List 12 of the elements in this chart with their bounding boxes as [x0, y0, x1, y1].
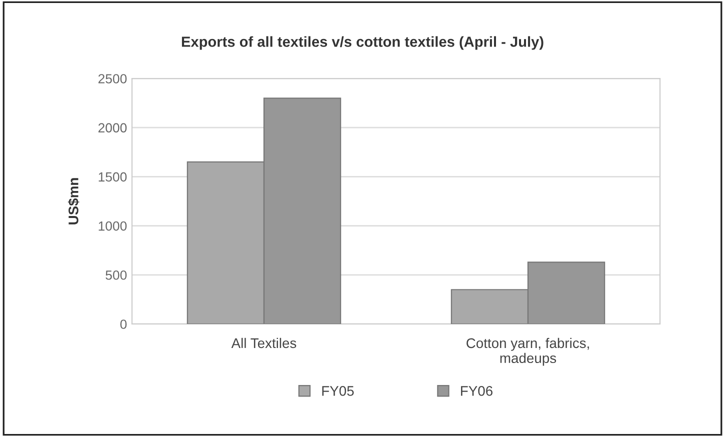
- legend-label: FY06: [461, 386, 492, 396]
- y-tick-label: 1500: [98, 172, 127, 182]
- y-tick-label: 2500: [98, 74, 127, 84]
- x-tick-label: Cotton yarn, fabrics, madeups: [466, 338, 589, 366]
- x-tick-label: All Textiles: [231, 338, 296, 348]
- y-tick-label: 500: [106, 270, 127, 280]
- legend-label: FY05: [322, 386, 354, 396]
- chart-title: Exports of all textiles v/s cotton textiles (April - July): [182, 36, 544, 50]
- y-tick-label: 1000: [98, 221, 127, 231]
- y-tick-label: 0: [120, 320, 127, 329]
- y-axis-title: US$mn: [68, 178, 80, 224]
- y-tick-label: 2000: [98, 123, 127, 133]
